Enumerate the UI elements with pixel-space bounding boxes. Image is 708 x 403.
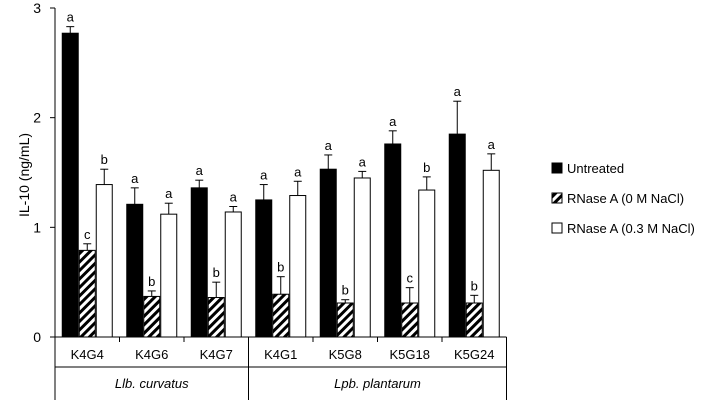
sig-label-K5G8-s1: b <box>342 283 349 298</box>
y-axis-title: IL-10 (ng/mL) <box>16 133 32 217</box>
x-tick-label-K4G7: K4G7 <box>200 347 233 362</box>
y-tick-label-3: 3 <box>33 0 41 16</box>
legend-label-0: Untreated <box>567 161 624 176</box>
bar-K4G7-s1 <box>207 297 225 338</box>
legend-swatch-2 <box>551 222 563 234</box>
sig-label-K5G18-s1: c <box>407 271 414 286</box>
plot-area: a c b K4G4 a b a K4G6 a b a K4G7 a b a K4G1 a b a K5G8 a c b K5… <box>16 0 507 400</box>
bar-K4G6-s2 <box>160 213 178 338</box>
sig-label-K4G1-s0: a <box>260 168 268 183</box>
y-tick-label-0: 0 <box>33 329 41 345</box>
bar-K4G4-s0 <box>61 32 79 338</box>
legend-swatch-0 <box>551 162 563 174</box>
bar-K5G8-s2 <box>353 177 371 338</box>
group-label-1: Lpb. plantarum <box>334 376 421 391</box>
y-tick-label-1: 1 <box>33 219 41 235</box>
bar-K4G7-s0 <box>190 187 208 338</box>
bar-K4G1-s0 <box>255 199 273 338</box>
sig-label-K4G7-s2: a <box>230 189 238 204</box>
sig-label-K4G1-s1: b <box>277 260 284 275</box>
bar-K5G18-s0 <box>384 143 402 338</box>
legend-swatch-1 <box>551 192 563 204</box>
bar-K5G24-s0 <box>448 133 466 338</box>
sig-label-K4G6-s0: a <box>131 171 139 186</box>
legend-label-1: RNase A (0 M NaCl) <box>567 191 684 206</box>
sig-label-K4G4-s0: a <box>67 10 75 25</box>
sig-label-K5G24-s0: a <box>454 84 462 99</box>
sig-label-K5G24-s2: a <box>488 137 496 152</box>
sig-label-K5G24-s1: b <box>471 278 478 293</box>
bar-K5G18-s2 <box>418 189 436 338</box>
legend-label-2: RNase A (0.3 M NaCl) <box>567 221 695 236</box>
bar-K4G1-s2 <box>289 195 307 338</box>
sig-label-K4G4-s1: c <box>84 227 91 242</box>
bar-K4G4-s1 <box>78 249 96 338</box>
sig-label-K5G8-s0: a <box>325 138 333 153</box>
bar-K4G4-s2 <box>95 184 113 338</box>
sig-label-K4G4-s2: b <box>101 152 108 167</box>
group-label-0: Llb. curvatus <box>115 376 189 391</box>
sig-label-K4G7-s0: a <box>196 163 204 178</box>
sig-label-K4G6-s1: b <box>148 274 155 289</box>
sig-label-K5G18-s0: a <box>389 114 397 129</box>
sig-label-K4G6-s2: a <box>165 186 173 201</box>
x-tick-label-K4G6: K4G6 <box>135 347 168 362</box>
bar-K4G7-s2 <box>224 211 242 338</box>
x-tick-label-K5G8: K5G8 <box>329 347 362 362</box>
sig-label-K4G1-s2: a <box>294 164 302 179</box>
y-tick-label-2: 2 <box>33 110 41 126</box>
sig-label-K5G18-s2: b <box>423 160 430 175</box>
legend: Untreated RNase A (0 M NaCl) RNase A (0.3 … <box>551 161 695 236</box>
sig-label-K4G7-s1: b <box>213 265 220 280</box>
x-tick-label-K5G24: K5G24 <box>454 347 494 362</box>
bar-K5G8-s1 <box>336 302 354 338</box>
bar-K4G6-s0 <box>126 203 144 338</box>
x-tick-label-K4G1: K4G1 <box>264 347 297 362</box>
bar-K5G24-s2 <box>482 169 500 338</box>
bar-K5G18-s1 <box>401 302 419 338</box>
bar-K5G8-s0 <box>319 168 337 338</box>
x-tick-label-K5G18: K5G18 <box>390 347 430 362</box>
bar-K4G6-s1 <box>143 295 161 338</box>
x-tick-label-K4G4: K4G4 <box>71 347 104 362</box>
bar-K5G24-s1 <box>465 302 483 338</box>
sig-label-K5G8-s2: a <box>359 154 367 169</box>
bar-K4G1-s1 <box>272 293 290 338</box>
